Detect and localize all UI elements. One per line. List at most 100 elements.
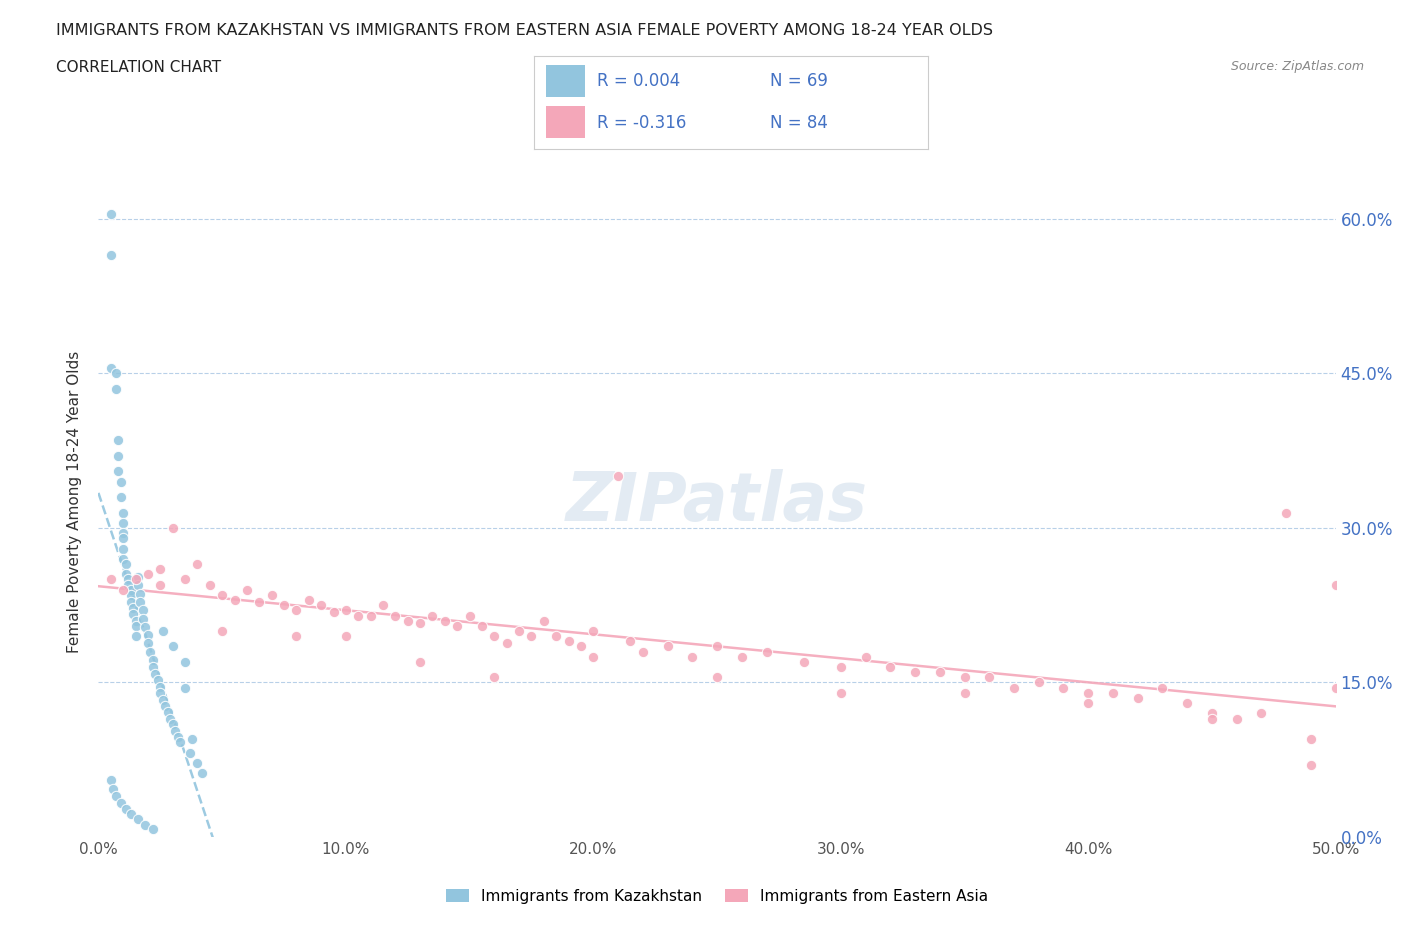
Point — [100, 773, 122, 788]
Point — [422, 608, 444, 623]
Point — [1126, 690, 1149, 705]
Point — [104, 789, 127, 804]
Point — [706, 639, 728, 654]
Point — [582, 623, 605, 638]
Point — [1250, 706, 1272, 721]
Point — [322, 605, 344, 620]
Point — [855, 649, 877, 664]
Point — [110, 474, 132, 489]
Point — [285, 603, 308, 618]
Point — [100, 247, 122, 262]
Point — [495, 636, 517, 651]
Point — [120, 807, 142, 822]
Point — [117, 572, 139, 587]
Point — [409, 655, 432, 670]
Point — [569, 639, 592, 654]
Point — [211, 588, 233, 603]
Point — [112, 515, 135, 530]
Point — [1201, 711, 1223, 726]
Point — [169, 735, 191, 750]
Point — [127, 578, 149, 592]
FancyBboxPatch shape — [546, 106, 585, 138]
Point — [471, 618, 494, 633]
Point — [120, 582, 142, 597]
Point — [114, 802, 136, 817]
Text: ZIPatlas: ZIPatlas — [567, 470, 868, 535]
Point — [533, 613, 555, 628]
FancyBboxPatch shape — [546, 65, 585, 97]
Point — [112, 505, 135, 520]
Point — [347, 608, 370, 623]
Point — [1275, 505, 1298, 520]
Point — [162, 639, 184, 654]
Point — [260, 588, 283, 603]
Point — [124, 613, 146, 628]
Point — [100, 361, 122, 376]
Point — [484, 670, 506, 684]
Point — [607, 469, 630, 484]
Point — [152, 693, 174, 708]
Point — [335, 603, 357, 618]
Point — [152, 623, 174, 638]
Point — [104, 381, 127, 396]
Point — [657, 639, 679, 654]
Point — [830, 659, 852, 674]
Point — [681, 649, 703, 664]
Point — [384, 608, 406, 623]
Point — [120, 588, 142, 603]
Text: R = -0.316: R = -0.316 — [598, 113, 686, 132]
Point — [484, 629, 506, 644]
Point — [1102, 685, 1125, 700]
Point — [928, 665, 950, 680]
Point — [112, 525, 135, 540]
Point — [132, 611, 155, 626]
Point — [557, 634, 579, 649]
Point — [129, 594, 152, 609]
Point — [953, 670, 976, 684]
Point — [879, 659, 901, 674]
Point — [100, 206, 122, 221]
Text: Source: ZipAtlas.com: Source: ZipAtlas.com — [1230, 60, 1364, 73]
Point — [520, 629, 543, 644]
Text: CORRELATION CHART: CORRELATION CHART — [56, 60, 221, 75]
Point — [186, 556, 208, 571]
Point — [136, 567, 159, 582]
Point — [211, 623, 233, 638]
Point — [156, 705, 179, 720]
Point — [1226, 711, 1249, 726]
Point — [247, 594, 270, 609]
Point — [146, 673, 169, 688]
Point — [181, 732, 204, 747]
Point — [142, 652, 165, 667]
Point — [236, 582, 259, 597]
Point — [127, 570, 149, 585]
Point — [129, 587, 152, 602]
Point — [1152, 680, 1174, 695]
Y-axis label: Female Poverty Among 18-24 Year Olds: Female Poverty Among 18-24 Year Olds — [67, 352, 83, 654]
Point — [409, 616, 432, 631]
Point — [107, 433, 129, 448]
Point — [104, 366, 127, 381]
Point — [224, 592, 246, 607]
Point — [1028, 675, 1050, 690]
Point — [149, 578, 172, 592]
Point — [191, 765, 214, 780]
Point — [582, 649, 605, 664]
Point — [114, 556, 136, 571]
Point — [979, 670, 1001, 684]
Point — [112, 531, 135, 546]
Point — [149, 562, 172, 577]
Point — [122, 601, 145, 616]
Point — [110, 795, 132, 810]
Point — [136, 636, 159, 651]
Text: IMMIGRANTS FROM KAZAKHSTAN VS IMMIGRANTS FROM EASTERN ASIA FEMALE POVERTY AMONG : IMMIGRANTS FROM KAZAKHSTAN VS IMMIGRANTS… — [56, 23, 993, 38]
Point — [174, 680, 197, 695]
Point — [107, 464, 129, 479]
Point — [149, 679, 172, 694]
Point — [122, 607, 145, 622]
Point — [162, 716, 184, 731]
Text: R = 0.004: R = 0.004 — [598, 72, 681, 90]
Point — [142, 659, 165, 674]
Point — [117, 578, 139, 592]
Point — [112, 551, 135, 566]
